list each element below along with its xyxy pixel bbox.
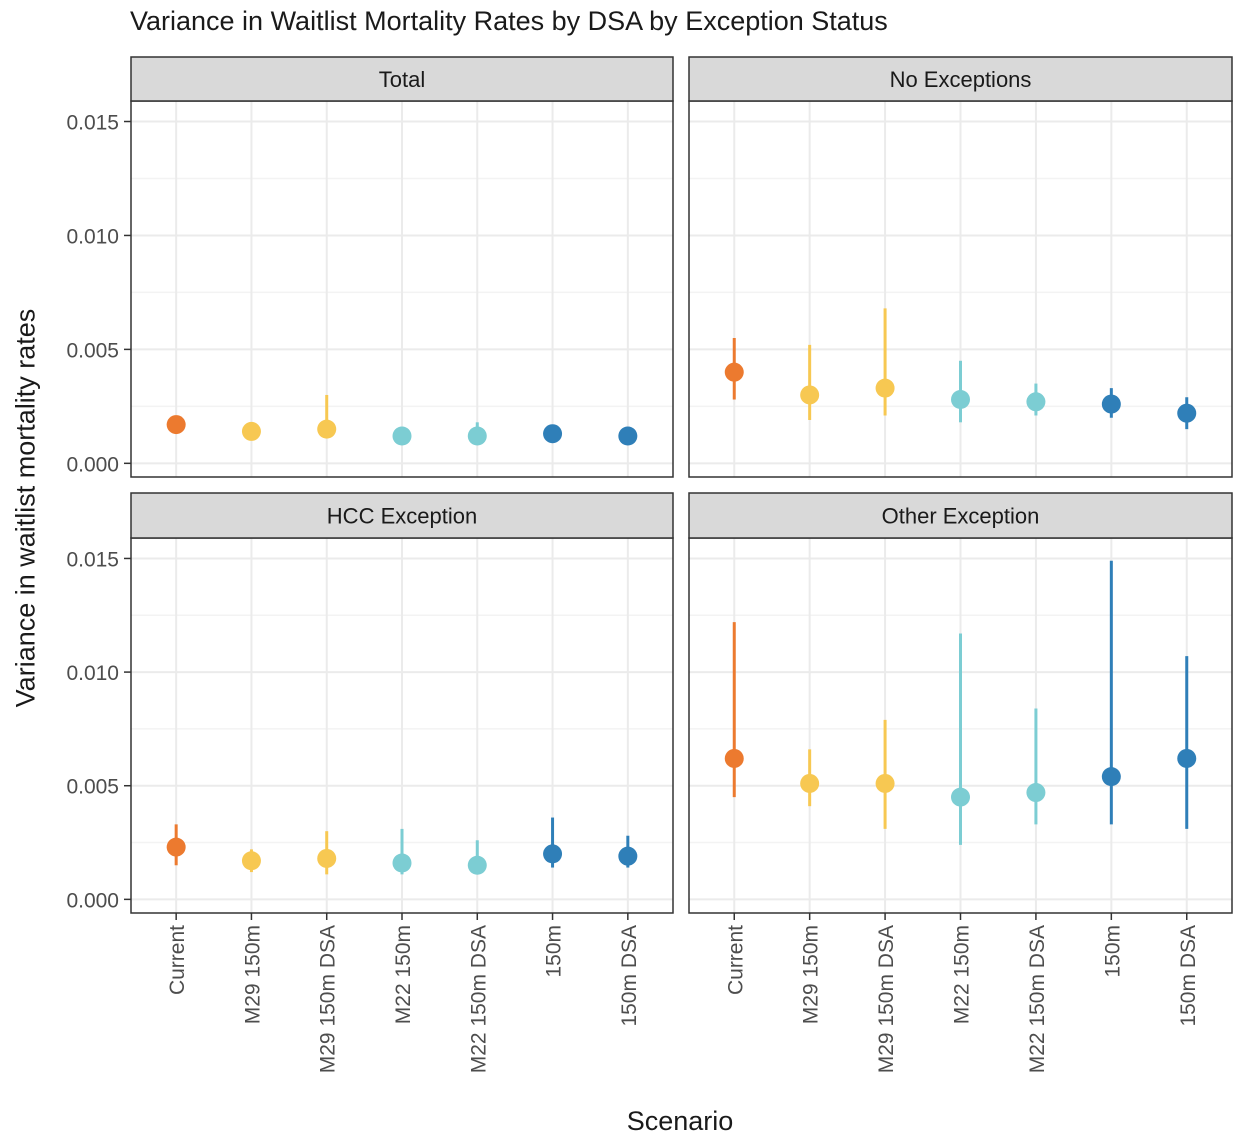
x-tick-label: M22 150m [392,925,415,1024]
data-point [951,787,970,807]
facet-strip [688,492,1233,539]
data-point [317,848,337,868]
data-point [317,419,337,439]
data-point [1026,783,1046,803]
data-point [241,851,261,871]
x-tick-label: M22 150m [951,925,974,1024]
data-point [467,426,487,446]
x-tick-label: M22 150m DSA [1026,925,1049,1073]
x-axis-title: Scenario [626,1106,734,1136]
data-point [618,846,638,866]
x-tick-label: 150m [543,925,566,978]
data-point [392,853,412,873]
data-point [875,378,895,398]
facet-strip [688,56,1233,102]
data-point [875,773,895,793]
data-point [166,837,186,857]
x-tick-label: 150m DSA [618,925,641,1027]
y-tick-label: 0.010 [66,662,119,685]
data-point [724,362,744,382]
data-point [166,415,186,435]
data-point [543,844,563,864]
y-tick-label: 0.010 [66,225,119,248]
x-tick-label: Current [724,925,747,995]
x-tick-label: M29 150m DSA [875,925,898,1073]
data-point [800,385,820,405]
facet-strip [130,56,674,102]
facet-label: Other Exception [882,504,1040,529]
x-tick-label: M29 150m [241,925,264,1024]
data-point [1177,403,1197,423]
data-point [800,773,820,793]
data-point [951,390,970,410]
facet-strip [130,492,674,539]
y-tick-label: 0.005 [66,339,119,362]
y-tick-label: 0.005 [66,776,119,799]
data-point [392,426,412,446]
x-tick-label: Current [166,925,189,995]
x-tick-label: M22 150m DSA [467,925,490,1073]
data-point [467,855,487,875]
facet-label: HCC Exception [327,504,477,529]
x-tick-label: M29 150m [800,925,823,1024]
data-point [618,426,638,446]
chart-title: Variance in Waitlist Mortality Rates by … [130,6,888,36]
data-point [241,421,261,441]
facet-label: No Exceptions [890,67,1032,92]
data-point [543,424,563,444]
data-point [724,748,744,768]
data-point [1101,767,1121,787]
facet-label: Total [379,67,425,92]
x-tick-label: 150m [1101,925,1124,978]
y-tick-label: 0.000 [66,889,119,912]
y-tick-label: 0.015 [66,112,119,135]
data-point [1026,392,1046,412]
data-point [1101,394,1121,414]
y-tick-label: 0.015 [66,548,119,571]
x-tick-label: M29 150m DSA [317,925,340,1073]
y-tick-label: 0.000 [66,453,119,476]
x-tick-label: 150m DSA [1177,925,1200,1027]
data-point [1177,748,1197,768]
